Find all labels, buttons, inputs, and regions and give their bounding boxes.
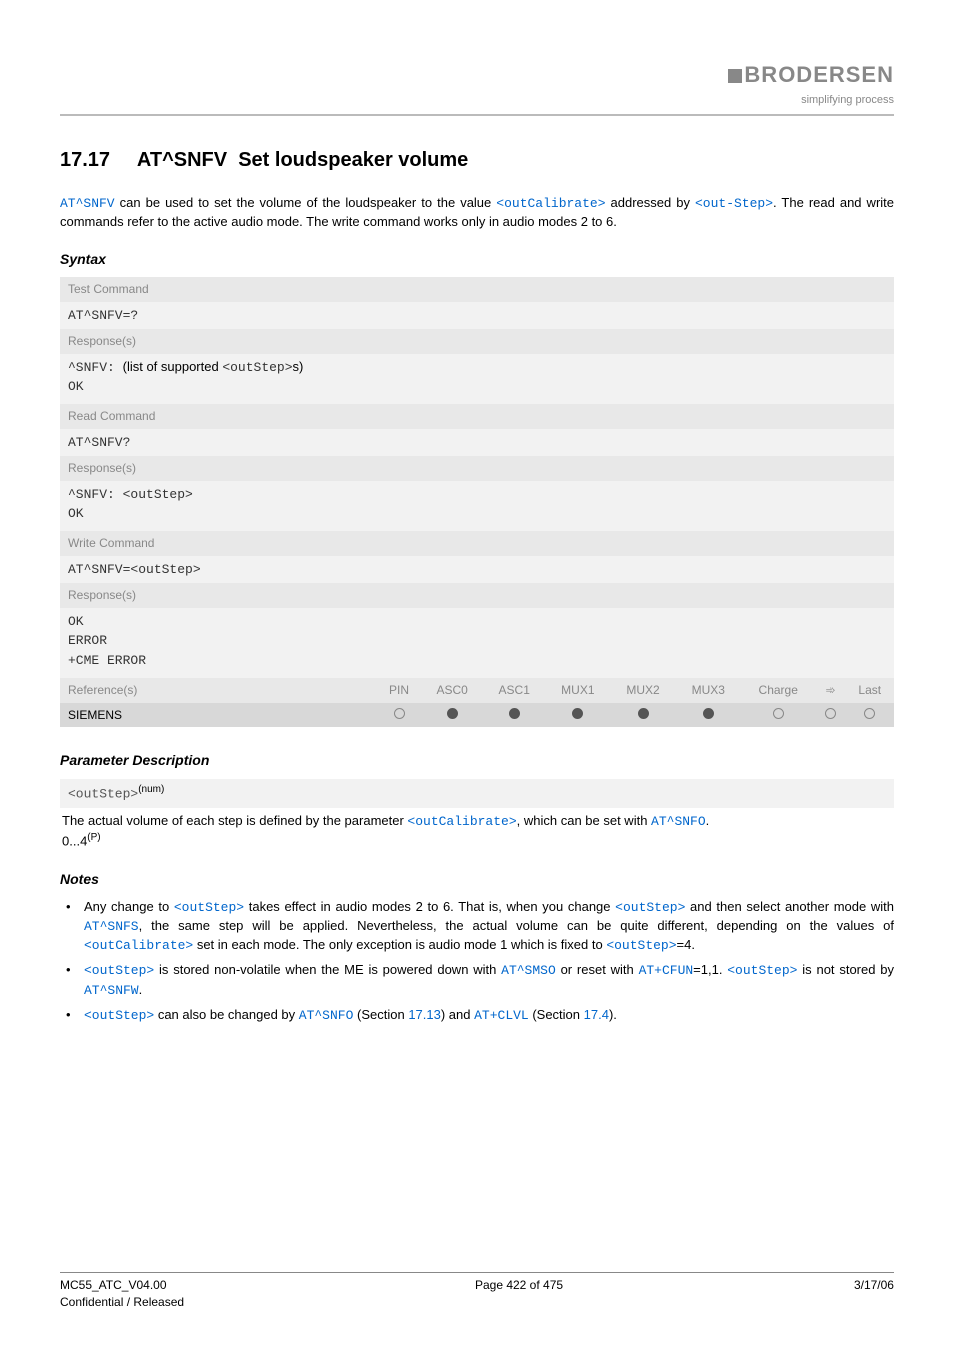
cell-arrow	[816, 703, 846, 728]
test-command: AT^SNFV=?	[60, 302, 894, 329]
footer-row: MC55_ATC_V04.00 Confidential / Released …	[60, 1277, 894, 1311]
cmd-link[interactable]: AT^SNFO	[299, 1008, 354, 1023]
param-type: (num)	[138, 784, 164, 795]
full-circle-icon	[447, 708, 458, 719]
logo: BRODERSEN	[728, 60, 894, 91]
write-response: OK ERROR +CME ERROR	[60, 608, 894, 678]
section-link[interactable]: 17.4	[584, 1007, 609, 1022]
section-link[interactable]: 17.13	[408, 1007, 441, 1022]
param-link[interactable]: <outStep>	[615, 900, 685, 915]
param-link[interactable]: <outCalibrate>	[84, 938, 193, 953]
reference-body-row: SIEMENS	[60, 703, 894, 728]
param-link[interactable]: <outStep>	[222, 360, 292, 375]
col-asc0: ASC0	[421, 678, 483, 703]
col-arrow: ➾	[816, 678, 846, 703]
cell-mux2	[610, 703, 675, 728]
response-label: Response(s)	[60, 329, 894, 354]
cmd-link[interactable]: AT^SNFO	[651, 814, 706, 829]
cmd-link[interactable]: AT+CFUN	[639, 963, 694, 978]
intro-paragraph: AT^SNFV can be used to set the volume of…	[60, 194, 894, 231]
cmd-link[interactable]: AT^SNFW	[84, 983, 139, 998]
cell-asc0	[421, 703, 483, 728]
param-link[interactable]: <out-Step>	[695, 196, 773, 211]
response-label: Response(s)	[60, 456, 894, 481]
param-link[interactable]: <outStep>	[174, 900, 244, 915]
logo-square-icon	[728, 69, 742, 83]
cell-charge	[741, 703, 816, 728]
param-name: <outStep>	[68, 786, 138, 801]
page: BRODERSEN simplifying process 17.17 AT^S…	[0, 0, 954, 1351]
read-command-label: Read Command	[60, 404, 894, 429]
param-range: 0...4	[62, 833, 87, 848]
section-title: 17.17 AT^SNFV Set loudspeaker volume	[60, 146, 894, 174]
note-item: <outStep> can also be changed by AT^SNFO…	[62, 1006, 894, 1025]
cell-mux1	[545, 703, 610, 728]
cmd-link[interactable]: AT^SNFV	[60, 196, 115, 211]
note-item: Any change to <outStep> takes effect in …	[62, 898, 894, 956]
footer-left: MC55_ATC_V04.00 Confidential / Released	[60, 1277, 184, 1311]
col-mux1: MUX1	[545, 678, 610, 703]
cmd-link[interactable]: AT+CLVL	[474, 1008, 529, 1023]
footer-center: Page 422 of 475	[475, 1277, 563, 1311]
read-command: AT^SNFV?	[60, 429, 894, 456]
param-range-sup: (P)	[87, 832, 100, 843]
cell-asc1	[483, 703, 545, 728]
response-label: Response(s)	[60, 583, 894, 608]
syntax-heading: Syntax	[60, 250, 894, 270]
test-response: ^SNFV: (list of supported <outStep>s) OK	[60, 354, 894, 404]
param-link[interactable]: <outStep>	[84, 963, 154, 978]
col-mux3: MUX3	[676, 678, 741, 703]
param-description: The actual volume of each step is define…	[60, 808, 894, 857]
footer-right: 3/17/06	[854, 1277, 894, 1311]
notes-heading: Notes	[60, 870, 894, 890]
header-rule	[60, 114, 894, 116]
empty-circle-icon	[773, 708, 784, 719]
page-footer: MC55_ATC_V04.00 Confidential / Released …	[60, 1272, 894, 1311]
reference-table: Reference(s) PIN ASC0 ASC1 MUX1 MUX2 MUX…	[60, 678, 894, 728]
col-last: Last	[846, 678, 894, 703]
empty-circle-icon	[394, 708, 405, 719]
cell-pin	[377, 703, 421, 728]
vendor: SIEMENS	[60, 703, 377, 728]
full-circle-icon	[572, 708, 583, 719]
empty-circle-icon	[864, 708, 875, 719]
param-link[interactable]: <outStep>	[130, 562, 200, 577]
param-link[interactable]: <outStep>	[727, 963, 797, 978]
col-asc1: ASC1	[483, 678, 545, 703]
note-item: <outStep> is stored non-volatile when th…	[62, 961, 894, 999]
empty-circle-icon	[825, 708, 836, 719]
section-number: 17.17	[60, 146, 110, 174]
logo-text: BRODERSEN	[744, 62, 894, 87]
param-link[interactable]: <outStep>	[606, 938, 676, 953]
tagline: simplifying process	[801, 93, 894, 108]
title-text: Set loudspeaker volume	[238, 149, 468, 171]
notes-list: Any change to <outStep> takes effect in …	[60, 898, 894, 1025]
read-response: ^SNFV: <outStep> OK	[60, 481, 894, 531]
syntax-block: Test Command AT^SNFV=? Response(s) ^SNFV…	[60, 277, 894, 727]
param-link[interactable]: <outStep>	[84, 1008, 154, 1023]
col-charge: Charge	[741, 678, 816, 703]
reference-header-row: Reference(s) PIN ASC0 ASC1 MUX1 MUX2 MUX…	[60, 678, 894, 703]
write-command: AT^SNFV=<outStep>	[60, 556, 894, 583]
param-link[interactable]: <outCalibrate>	[496, 196, 605, 211]
full-circle-icon	[638, 708, 649, 719]
cmd-link[interactable]: AT^SNFS	[84, 919, 139, 934]
title-command: AT^SNFV	[137, 149, 227, 171]
footer-rule	[60, 1272, 894, 1273]
cmd-link[interactable]: AT^SMSO	[501, 963, 556, 978]
param-link[interactable]: <outCalibrate>	[407, 814, 516, 829]
cell-last	[846, 703, 894, 728]
write-command-label: Write Command	[60, 531, 894, 556]
param-heading: Parameter Description	[60, 751, 894, 771]
full-circle-icon	[509, 708, 520, 719]
test-command-label: Test Command	[60, 277, 894, 302]
page-header: BRODERSEN simplifying process	[60, 60, 894, 108]
col-mux2: MUX2	[610, 678, 675, 703]
full-circle-icon	[703, 708, 714, 719]
param-link[interactable]: <outStep>	[123, 487, 193, 502]
cell-mux3	[676, 703, 741, 728]
reference-label: Reference(s)	[60, 678, 377, 703]
col-pin: PIN	[377, 678, 421, 703]
param-name-row: <outStep>(num)	[60, 779, 894, 808]
